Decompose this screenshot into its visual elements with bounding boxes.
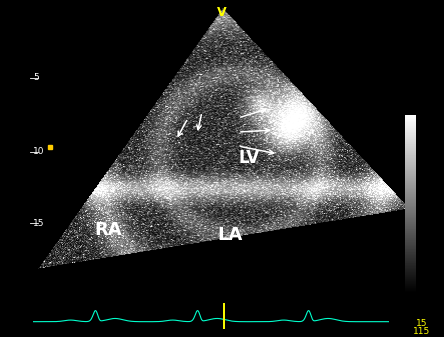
Text: 15: 15	[416, 318, 428, 328]
Text: V: V	[217, 6, 227, 19]
Text: LV: LV	[238, 149, 259, 167]
Text: 115: 115	[413, 328, 431, 337]
Text: RA: RA	[94, 221, 122, 239]
Text: 5: 5	[33, 73, 39, 83]
Text: 10: 10	[33, 148, 44, 156]
Text: LA: LA	[218, 226, 242, 244]
Text: 15: 15	[33, 218, 44, 227]
